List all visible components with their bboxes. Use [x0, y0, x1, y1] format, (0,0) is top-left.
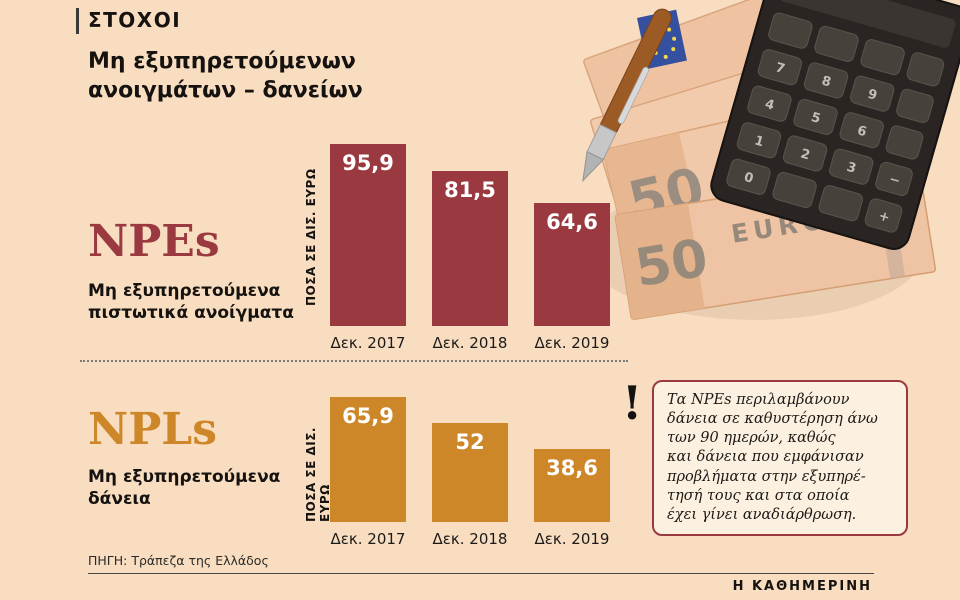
pen — [582, 8, 672, 183]
publisher-logo: Η ΚΑΘΗΜΕΡΙΝΗ — [732, 579, 872, 594]
npl-acronym: NPLs — [88, 404, 218, 455]
category-label: Δεκ. 2017 — [330, 530, 406, 548]
bar-value-label: 95,9 — [342, 151, 394, 175]
callout-box: Τα NPEs περιλαμβάνουν δάνεια σε καθυστέρ… — [652, 380, 908, 536]
calculator: 1 2 3 4 5 6 7 8 9 0 + − — [710, 0, 960, 250]
section-divider — [80, 360, 628, 362]
npe-axis-label: ΠΟΣΑ ΣΕ ΔΙΣ. ΕΥΡΩ — [304, 168, 318, 306]
svg-text:+: + — [877, 208, 892, 225]
svg-text:0: 0 — [742, 170, 755, 187]
bar: 38,6 — [534, 449, 610, 522]
svg-text:2: 2 — [799, 147, 812, 164]
exclamation-mark-icon: ! — [622, 376, 643, 430]
kicker: ΣΤΟΧΟΙ — [88, 8, 182, 32]
bars: 95,9 81,5 64,6 — [330, 140, 610, 326]
bar: 65,9 — [330, 397, 406, 522]
npe-sublabel: Μη εξυπηρετούμενα πιστωτικά ανοίγματα — [88, 281, 294, 324]
svg-text:4: 4 — [763, 97, 776, 114]
source-note: ΠΗΓΗ: Τράπεζα της Ελλάδος — [88, 553, 269, 568]
photo-money-pen-calculator: 50 EURO EYPΩ 50 EURO — [582, 0, 960, 321]
npe-acronym: NPEs — [88, 216, 220, 267]
category-label: Δεκ. 2017 — [330, 334, 406, 352]
svg-text:3: 3 — [845, 160, 858, 177]
bar-value-label: 81,5 — [444, 178, 496, 202]
npl-axis-label: ΠΟΣΑ ΣΕ ΔΙΣ. ΕΥΡΩ — [304, 427, 332, 522]
bar-value-label: 64,6 — [546, 210, 598, 234]
callout-text: Τα NPEs περιλαμβάνουν δάνεια σε καθυστέρ… — [667, 392, 878, 523]
categories: Δεκ. 2017 Δεκ. 2018 Δεκ. 2019 — [330, 334, 610, 352]
bar: 95,9 — [330, 144, 406, 326]
category-label: Δεκ. 2019 — [534, 334, 610, 352]
category-label: Δεκ. 2019 — [534, 530, 610, 548]
kicker-accent-bar — [76, 8, 79, 34]
categories: Δεκ. 2017 Δεκ. 2018 Δεκ. 2019 — [330, 530, 610, 548]
footer-rule — [88, 573, 874, 574]
bar: 81,5 — [432, 171, 508, 326]
category-label: Δεκ. 2018 — [432, 530, 508, 548]
svg-text:−: − — [887, 172, 902, 189]
npl-bar-chart: 65,9 52 38,6 Δεκ. 2017 Δεκ. 2018 Δεκ. 2019 — [330, 394, 610, 548]
bar-value-label: 52 — [455, 430, 485, 454]
bar-value-label: 65,9 — [342, 404, 394, 428]
svg-text:8: 8 — [820, 74, 833, 91]
npl-sublabel: Μη εξυπηρετούμενα δάνεια — [88, 467, 281, 510]
svg-text:9: 9 — [866, 87, 879, 104]
banknote-50-text: 50 — [631, 228, 712, 299]
category-label: Δεκ. 2018 — [432, 334, 508, 352]
svg-text:6: 6 — [855, 123, 868, 140]
bar: 52 — [432, 423, 508, 522]
page-title: Μη εξυπηρετούμενων ανοιγμάτων – δανείων — [88, 49, 363, 103]
bar-value-label: 38,6 — [546, 456, 598, 480]
bar: 64,6 — [534, 203, 610, 326]
bars: 65,9 52 38,6 — [330, 394, 610, 522]
npe-bar-chart: 95,9 81,5 64,6 Δεκ. 2017 Δεκ. 2018 Δεκ. 2019 — [330, 140, 610, 352]
svg-text:1: 1 — [753, 133, 766, 150]
svg-text:7: 7 — [774, 60, 787, 77]
svg-text:5: 5 — [809, 110, 822, 127]
